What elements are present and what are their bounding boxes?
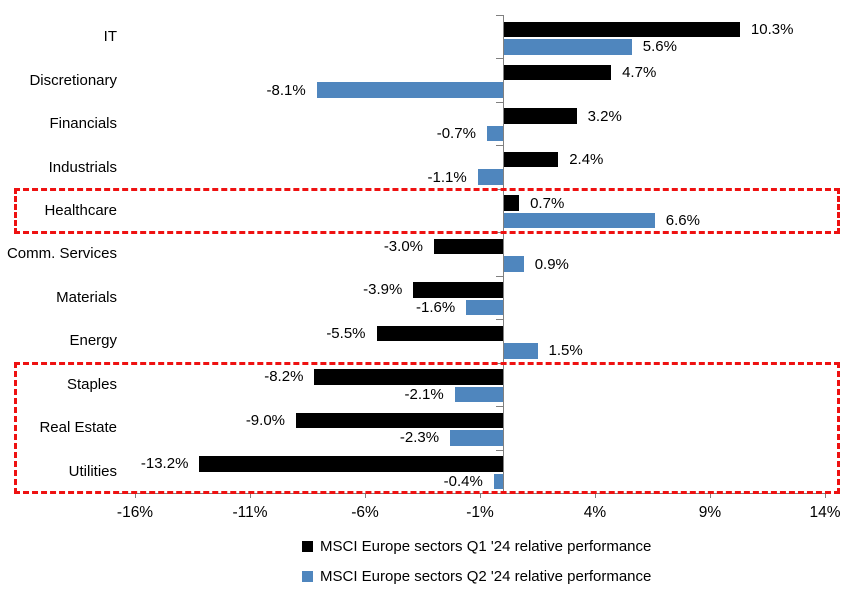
bar-q1 (503, 108, 577, 124)
bar-q2 (503, 212, 655, 229)
category-label: Staples (66, 375, 117, 393)
legend-swatch-icon (302, 570, 313, 582)
x-tick-label: 14% (809, 504, 841, 521)
bar-q1 (503, 195, 520, 211)
value-label: -2.3% (399, 429, 440, 447)
value-label: -8.1% (266, 81, 306, 99)
value-label: -5.5% (326, 324, 366, 342)
bar-q2 (503, 343, 538, 359)
value-label: -1.6% (416, 298, 456, 316)
x-tick-label: -11% (232, 504, 268, 521)
y-axis-tick (496, 275, 504, 277)
bar-q1 (503, 64, 612, 81)
bar-q1 (503, 21, 740, 37)
bar-q1 (314, 369, 503, 385)
y-axis-tick (496, 406, 504, 408)
bar-q1 (413, 282, 503, 298)
value-label: 3.2% (587, 107, 622, 125)
legend-item: MSCI Europe sectors Q1 '24 relative perf… (302, 537, 651, 555)
bar-q2 (503, 39, 632, 55)
legend-swatch-icon (302, 540, 313, 552)
category-label: Industrials (48, 158, 117, 176)
x-axis-tick (365, 493, 366, 498)
bar-q2 (486, 125, 503, 142)
bar-q1 (503, 151, 559, 168)
y-axis-tick (496, 15, 504, 16)
value-label: 6.6% (665, 212, 700, 230)
bar-q1 (434, 238, 503, 255)
x-tick-label: -1% (466, 504, 494, 521)
bar-q2 (477, 169, 503, 185)
value-label: -9.0% (245, 411, 285, 429)
bar-q2 (503, 256, 524, 272)
value-label: -1.1% (427, 168, 467, 186)
bar-q2 (316, 82, 503, 98)
x-tick-label: 9% (698, 504, 722, 521)
category-label: Discretionary (29, 71, 117, 89)
category-label: Healthcare (44, 202, 117, 220)
legend-item: MSCI Europe sectors Q2 '24 relative perf… (302, 567, 651, 585)
legend-label: MSCI Europe sectors Q2 '24 relative perf… (320, 567, 652, 585)
y-axis-tick (496, 101, 504, 103)
value-label: -3.0% (383, 238, 423, 255)
category-label: IT (103, 28, 117, 46)
x-axis-tick (480, 493, 481, 498)
value-label: 10.3% (750, 20, 794, 38)
bar-q2 (466, 299, 503, 316)
bar-q1 (376, 325, 503, 342)
highlight-box (14, 187, 840, 234)
y-axis-tick (496, 319, 504, 321)
value-label: 1.5% (548, 342, 583, 360)
bar-q1 (296, 412, 503, 429)
bar-q2 (450, 430, 503, 446)
y-axis-tick (496, 58, 504, 60)
category-label: Real Estate (39, 419, 117, 437)
value-label: 0.9% (534, 255, 569, 273)
legend-label: MSCI Europe sectors Q1 '24 relative perf… (320, 537, 652, 555)
value-label: 2.4% (569, 151, 604, 169)
category-label: Financials (49, 115, 117, 133)
y-axis-tick (496, 449, 504, 451)
value-label: -2.1% (404, 385, 444, 403)
bar-q2 (454, 386, 503, 403)
value-label: -3.9% (363, 281, 403, 299)
x-tick-label: -6% (351, 504, 379, 521)
x-axis-tick (135, 493, 136, 498)
x-tick-label: 4% (583, 504, 607, 521)
x-axis-tick (710, 493, 711, 498)
x-tick-label: -16% (116, 504, 154, 521)
value-label: -13.2% (140, 455, 189, 473)
bar-q1 (199, 456, 503, 472)
bar-q2 (493, 473, 503, 489)
y-axis-tick (496, 145, 504, 147)
value-label: -0.4% (443, 472, 483, 490)
y-axis-line (503, 15, 504, 493)
x-axis-tick (250, 493, 251, 498)
highlight-box (14, 361, 840, 495)
value-label: 4.7% (622, 64, 657, 82)
category-label: Energy (69, 332, 117, 350)
category-label: Materials (56, 288, 117, 306)
value-label: 0.7% (530, 194, 565, 212)
category-label: Comm. Services (6, 245, 117, 263)
x-axis-tick (825, 493, 826, 498)
x-axis-tick (595, 493, 596, 498)
value-label: -8.2% (264, 368, 304, 386)
value-label: -0.7% (436, 125, 476, 143)
category-label: Utilities (68, 462, 117, 480)
value-label: 5.6% (642, 38, 677, 56)
